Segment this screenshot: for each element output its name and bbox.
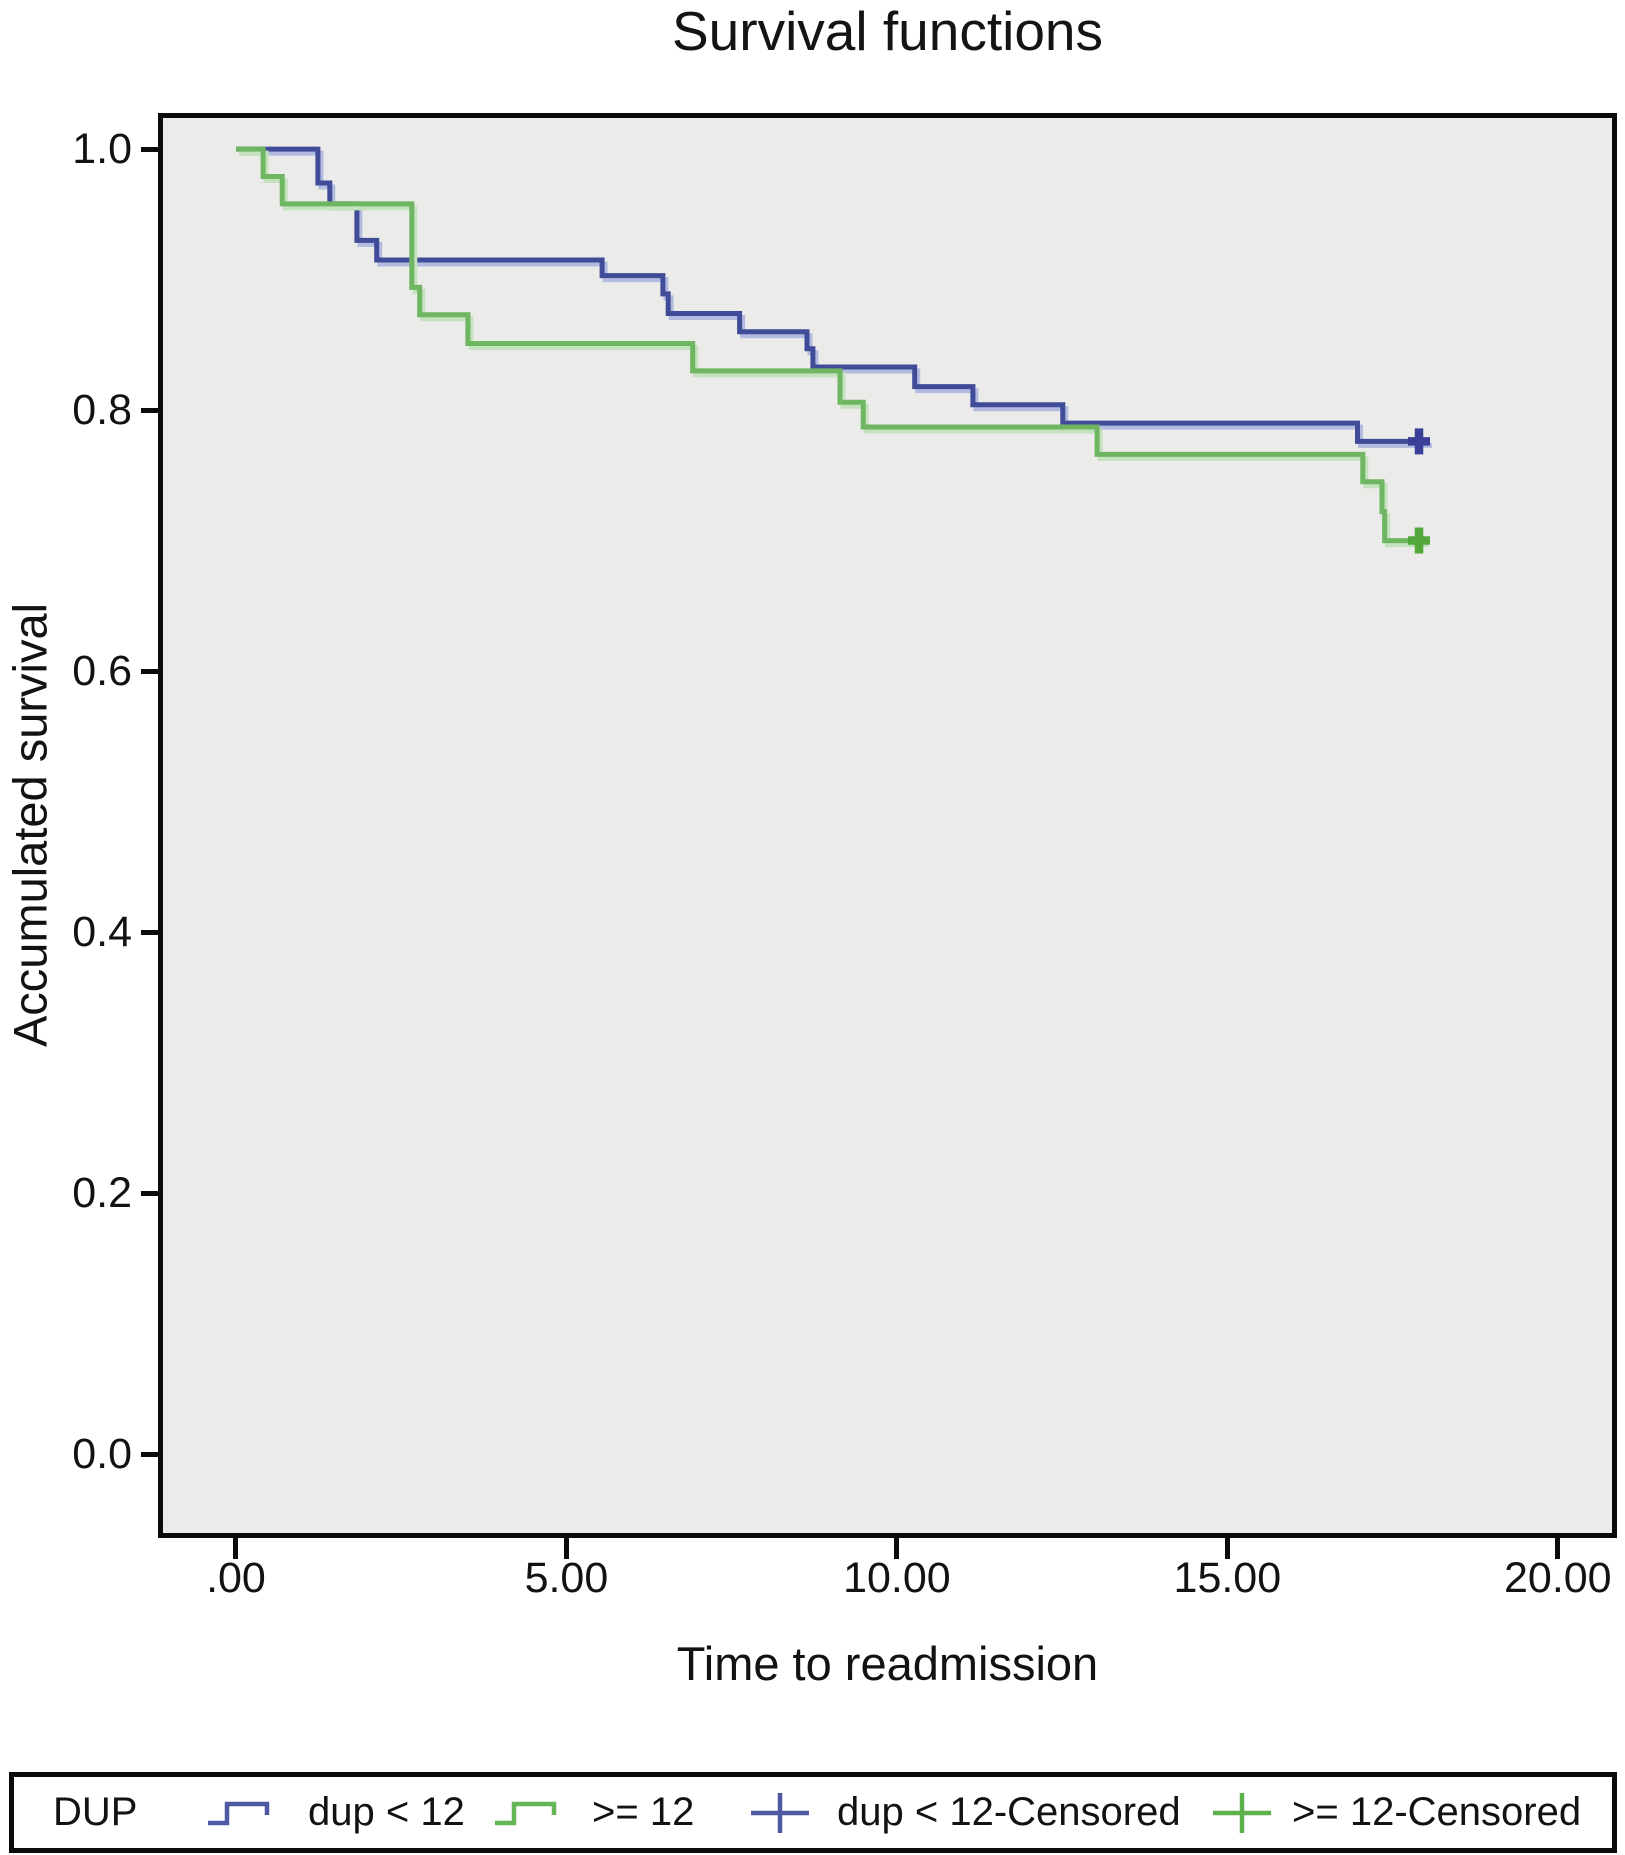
series-path xyxy=(236,146,1426,544)
x-tick-label: .00 xyxy=(206,1554,266,1602)
legend-item-label: dup < 12-Censored xyxy=(837,1790,1181,1834)
legend-item-label: dup < 12 xyxy=(308,1790,465,1834)
y-tick-label: 0.4 xyxy=(72,908,132,957)
x-tick-mark xyxy=(894,1535,900,1559)
x-tick-label: 5.00 xyxy=(524,1554,609,1602)
y-tick-label: 0.8 xyxy=(72,386,132,435)
plot-svg xyxy=(236,146,1432,554)
y-tick-mark xyxy=(141,1190,163,1196)
x-tick-mark xyxy=(233,1535,239,1559)
legend-item-label: >= 12-Censored xyxy=(1292,1790,1582,1834)
legend-plus-icon-green xyxy=(1213,1792,1271,1833)
y-tick-mark xyxy=(141,668,163,674)
y-tick-label: 1.0 xyxy=(72,125,132,174)
plot-area xyxy=(158,113,1617,1538)
y-axis-title: Accumulated survival xyxy=(3,602,57,1048)
y-tick-mark xyxy=(141,407,163,413)
x-tick-label: 10.00 xyxy=(843,1554,951,1602)
y-tick-mark xyxy=(141,929,163,935)
x-tick-label: 15.00 xyxy=(1173,1554,1282,1602)
legend-step-icon-green xyxy=(495,1801,557,1825)
series-path xyxy=(236,146,1429,444)
x-tick-mark xyxy=(1555,1535,1561,1559)
x-axis-title: Time to readmission xyxy=(676,1637,1099,1690)
y-tick-label: 0.0 xyxy=(72,1430,132,1479)
series-path xyxy=(1408,428,1431,455)
series-path xyxy=(1408,527,1431,554)
x-tick-label: 20.00 xyxy=(1503,1554,1612,1602)
x-tick-mark xyxy=(563,1535,569,1559)
legend-title: DUP xyxy=(53,1790,138,1834)
y-tick-label: 0.2 xyxy=(72,1169,132,1218)
chart-title: Survival functions xyxy=(671,0,1104,62)
legend-item-label: >= 12 xyxy=(592,1790,695,1834)
x-tick-mark xyxy=(1224,1535,1230,1559)
y-tick-label: 0.6 xyxy=(72,647,132,696)
y-tick-mark xyxy=(141,1451,163,1457)
legend-step-icon-blue xyxy=(208,1801,270,1825)
legend-plus-icon-blue xyxy=(751,1792,809,1833)
legend: DUP dup < 12 >= 12 dup < 12-Censored >= … xyxy=(9,1772,1617,1853)
y-tick-mark xyxy=(141,146,163,152)
series-path xyxy=(239,150,1429,548)
